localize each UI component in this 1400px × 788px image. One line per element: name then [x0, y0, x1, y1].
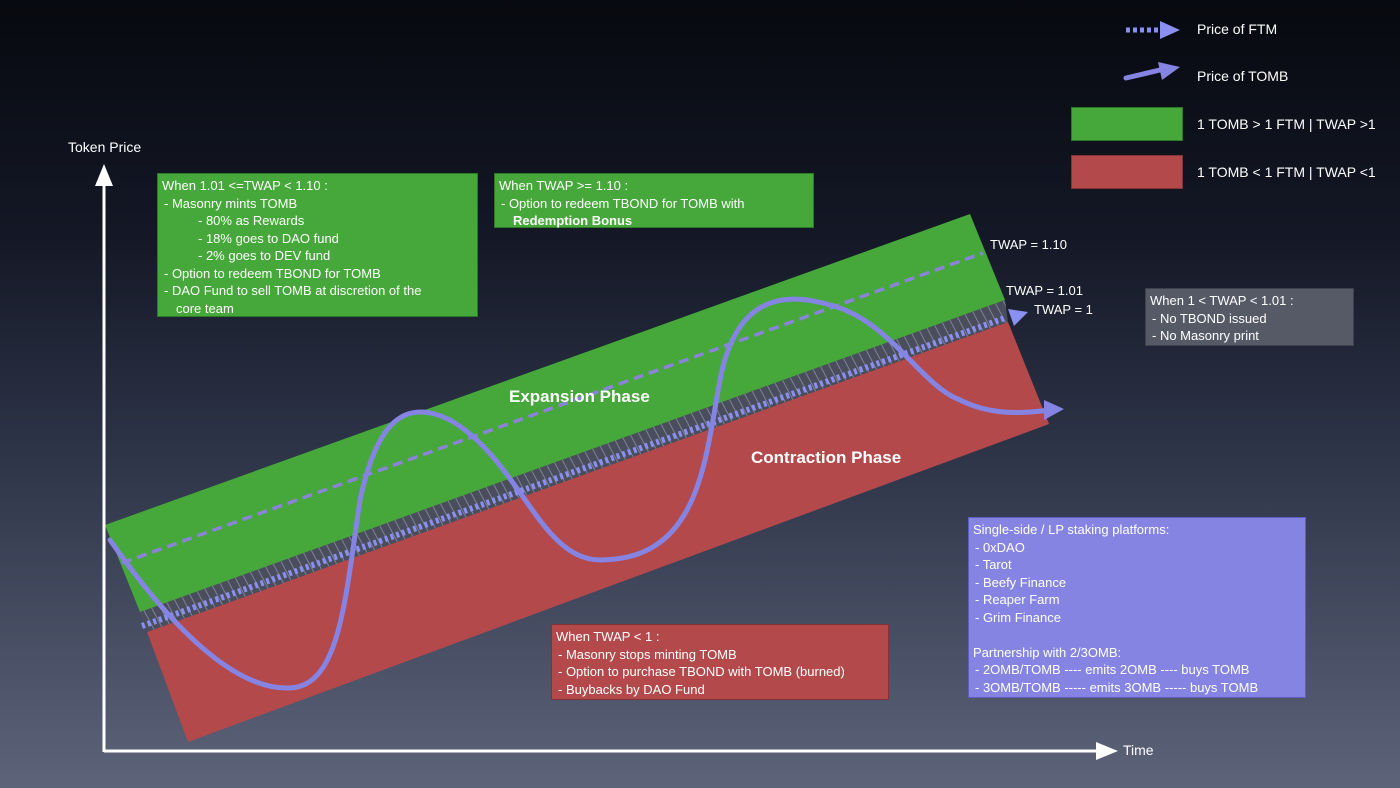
platform-item: - 0xDAO	[975, 539, 1025, 555]
box-title: When TWAP >= 1.10 :	[499, 178, 629, 193]
x-axis-label: Time	[1123, 742, 1154, 758]
box-line: - 2% goes to DEV fund	[198, 248, 331, 263]
platform-item: - Tarot	[975, 557, 1012, 572]
partnership-item: - 3OMB/TOMB ----- emits 3OMB ----- buys …	[975, 679, 1259, 695]
box-line-bold: Redemption Bonus	[513, 213, 633, 228]
neutral-box: When 1 < TWAP < 1.01 : - No TBOND issued…	[1145, 288, 1354, 346]
box-line: - No TBOND issued	[1152, 310, 1267, 326]
box-line: - Masonry stops minting TOMB	[558, 646, 737, 662]
expansion-high-box: When TWAP >= 1.10 : - Option to redeem T…	[494, 173, 814, 228]
box-line: - 80% as Rewards	[198, 213, 305, 228]
expansion-band	[105, 214, 1005, 612]
legend-red-swatch	[1071, 155, 1183, 189]
box-title: Single-side / LP staking platforms:	[973, 522, 1170, 537]
box-title: When 1 < TWAP < 1.01 :	[1150, 293, 1294, 308]
legend-tomb-line	[1123, 67, 1163, 81]
y-axis-label: Token Price	[68, 139, 142, 155]
twap-1-label: TWAP = 1	[1034, 302, 1093, 317]
ftm-price-line	[140, 315, 1007, 629]
partnership-title: Partnership with 2/3OMB:	[973, 644, 1122, 660]
contraction-box: When TWAP < 1 : - Masonry stops minting …	[551, 624, 889, 700]
ftm-price-arrowhead	[1008, 309, 1028, 326]
legend-tomb-label: Price of TOMB	[1197, 68, 1289, 84]
y-axis-arrow	[95, 164, 113, 186]
expansion-low-box: When 1.01 <=TWAP < 1.10 : - Masonry mint…	[157, 173, 478, 317]
legend-red-label: 1 TOMB < 1 FTM | TWAP <1	[1197, 164, 1376, 180]
legend-green-label: 1 TOMB > 1 FTM | TWAP >1	[1197, 116, 1376, 132]
twap-110-line	[121, 251, 984, 565]
legend-tomb-arrowhead	[1158, 62, 1180, 80]
legend-ftm-label: Price of FTM	[1197, 21, 1278, 37]
box-line: - DAO Fund to sell TOMB at discretion of…	[164, 283, 422, 298]
tomb-price-line	[107, 296, 1053, 691]
legend-ftm-arrowhead	[1160, 21, 1180, 39]
box-line: - Option to purchase TBOND with TOMB (bu…	[558, 664, 845, 679]
twap-101-label: TWAP = 1.01	[1006, 283, 1083, 298]
box-line: - Option to redeem TBOND for TOMB	[164, 265, 381, 281]
box-line: - Buybacks by DAO Fund	[558, 681, 705, 697]
box-line: - 18% goes to DAO fund	[198, 230, 339, 246]
platform-item: - Reaper Farm	[975, 592, 1060, 607]
box-line: - No Masonry print	[1152, 328, 1259, 343]
box-line: - Option to redeem TBOND for TOMB with	[501, 195, 745, 211]
box-line: - Masonry mints TOMB	[164, 195, 298, 211]
tomb-price-arrowhead	[1044, 400, 1064, 420]
contraction-band	[147, 322, 1049, 742]
platforms-box: Single-side / LP staking platforms: - 0x…	[968, 517, 1306, 698]
legend-green-swatch	[1071, 107, 1183, 141]
platform-item: - Grim Finance	[975, 609, 1061, 625]
spacer	[973, 626, 1301, 644]
platform-item: - Beefy Finance	[975, 574, 1067, 590]
box-title: When TWAP < 1 :	[556, 629, 660, 644]
box-line: core team	[176, 300, 234, 316]
contraction-phase-label: Contraction Phase	[751, 448, 902, 467]
expansion-phase-label: Expansion Phase	[509, 387, 650, 406]
twap-110-label: TWAP = 1.10	[990, 237, 1067, 252]
partnership-item: - 2OMB/TOMB ---- emits 2OMB ---- buys TO…	[975, 662, 1250, 677]
x-axis-arrow	[1096, 742, 1118, 760]
box-title: When 1.01 <=TWAP < 1.10 :	[162, 178, 328, 193]
